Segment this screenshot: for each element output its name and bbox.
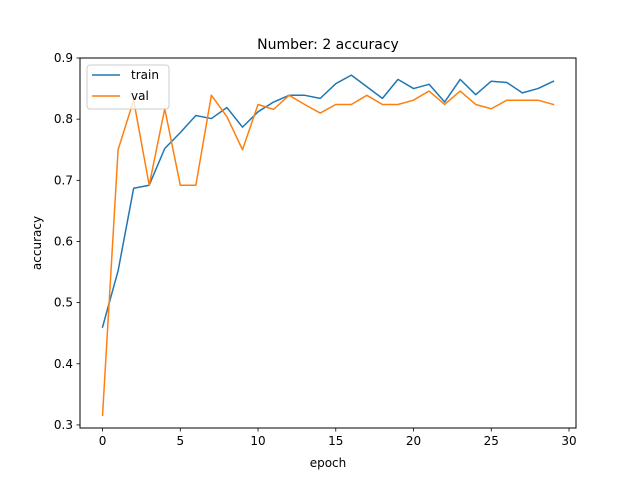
x-tick-label: 0 [99,434,107,448]
y-tick-label: 0.5 [54,296,73,310]
chart-title: Number: 2 accuracy [257,37,399,53]
x-axis-label: epoch [310,456,347,470]
x-tick-label: 30 [561,434,576,448]
legend-box [86,64,170,110]
series-layer [101,74,555,416]
series-line-train [101,74,555,329]
y-tick-label: 0.4 [54,357,73,371]
legend: train val [86,64,170,110]
legend-label-train: train [131,68,159,82]
legend-label-val: val [131,89,149,103]
plot-frame [79,57,577,429]
y-tick-label: 0.8 [54,112,73,126]
x-tick-label: 10 [250,434,265,448]
series-line-val [101,90,555,416]
y-axis-label: accuracy [30,216,44,270]
x-axis: 0 5 10 15 20 25 30 [99,428,577,448]
x-tick-label: 15 [328,434,343,448]
x-tick-label: 5 [176,434,184,448]
y-axis: 0.3 0.4 0.5 0.6 0.7 0.8 0.9 [54,51,80,432]
x-tick-label: 20 [406,434,421,448]
y-tick-label: 0.3 [54,418,73,432]
y-tick-label: 0.6 [54,234,73,248]
y-tick-label: 0.7 [54,173,73,187]
y-tick-label: 0.9 [54,51,73,65]
x-tick-label: 25 [484,434,499,448]
